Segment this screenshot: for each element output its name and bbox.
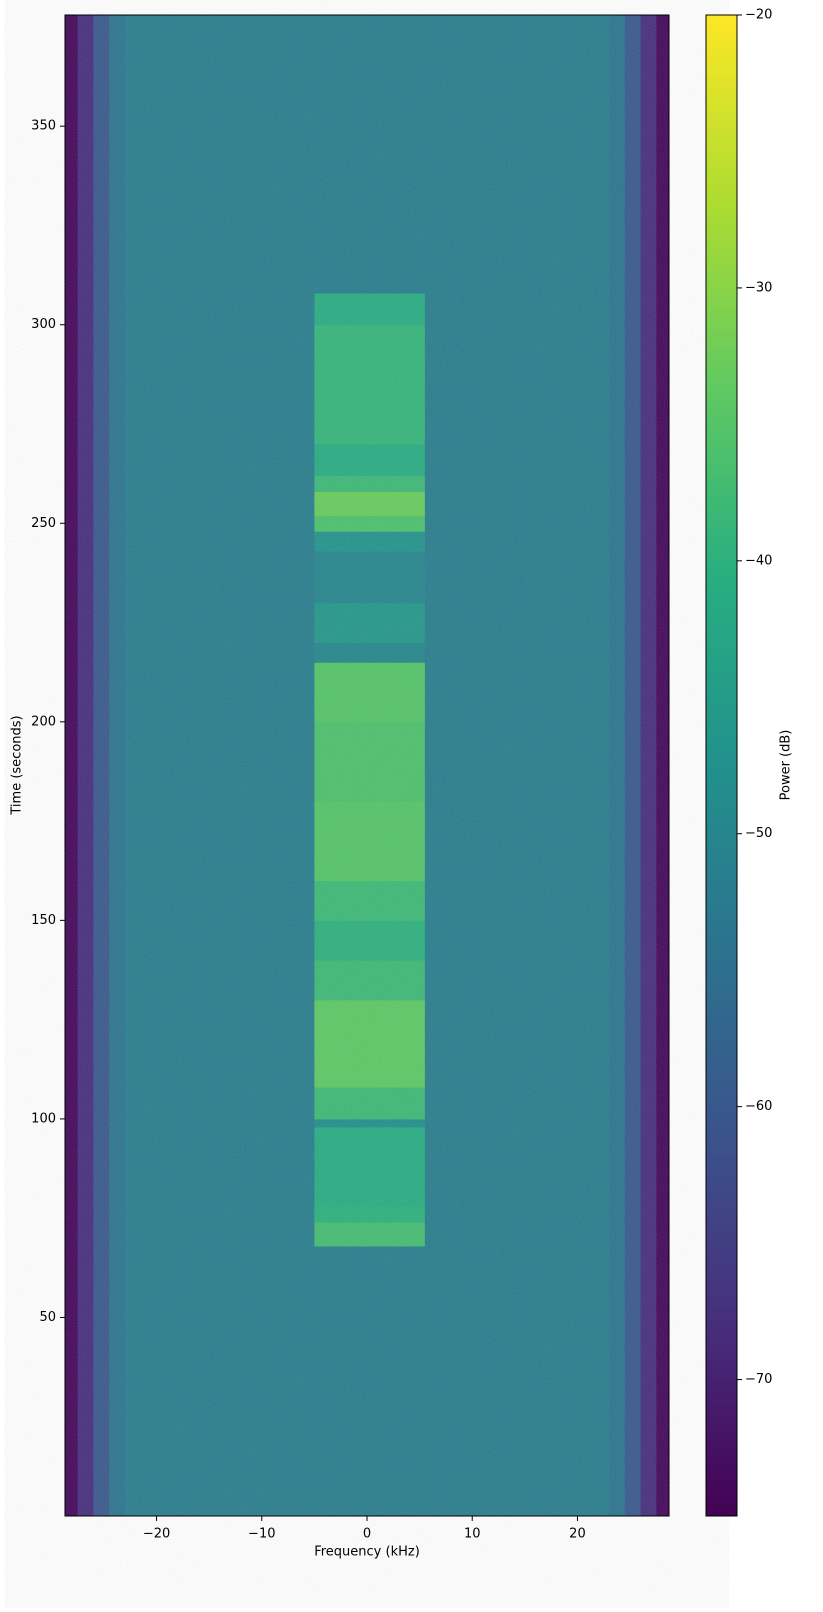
colorbar-tick-label: −30 bbox=[745, 280, 772, 295]
colorbar-tick-label: −70 bbox=[745, 1372, 772, 1387]
x-tick-label: −20 bbox=[143, 1527, 170, 1542]
x-axis-label: Frequency (kHz) bbox=[314, 1545, 420, 1560]
colorbar-tick-label: −20 bbox=[745, 8, 772, 23]
y-tick-label: 100 bbox=[31, 1111, 56, 1126]
colorbar-tick-label: −50 bbox=[745, 826, 772, 841]
colorbar-label: Power (dB) bbox=[779, 730, 794, 801]
x-tick-label: 0 bbox=[363, 1527, 371, 1542]
colorbar-tick-label: −60 bbox=[745, 1099, 772, 1114]
colorbar bbox=[705, 14, 738, 1517]
y-axis-label: Time (seconds) bbox=[10, 715, 25, 815]
y-tick-label: 150 bbox=[31, 913, 56, 928]
y-tick-label: 350 bbox=[31, 119, 56, 134]
texture bbox=[65, 15, 669, 1516]
x-tick-label: 20 bbox=[569, 1527, 586, 1542]
y-tick-label: 300 bbox=[31, 317, 56, 332]
x-tick-label: 10 bbox=[464, 1527, 481, 1542]
y-tick-label: 250 bbox=[31, 516, 56, 531]
y-tick-label: 200 bbox=[31, 714, 56, 729]
x-tick-label: −10 bbox=[248, 1527, 275, 1542]
y-tick-label: 50 bbox=[39, 1310, 56, 1325]
colorbar-tick-label: −40 bbox=[745, 553, 772, 568]
